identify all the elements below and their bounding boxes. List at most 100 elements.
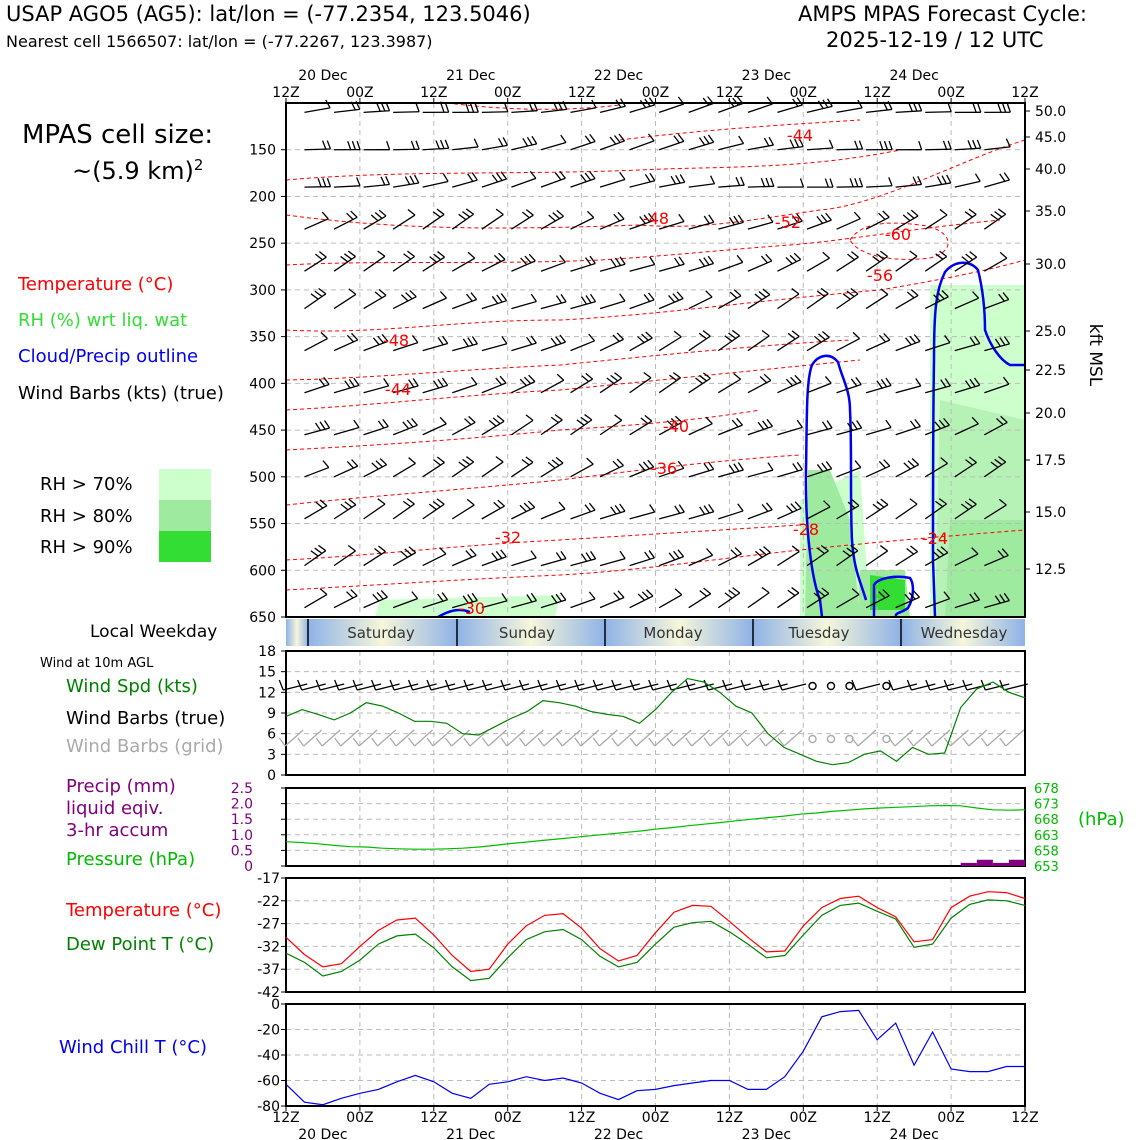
wind-barb [954,547,979,567]
barb-flag [458,461,467,468]
wind10m-grid-barb [377,729,397,747]
barb-shaft [363,294,387,310]
barb-flag [321,211,329,220]
bottom-date-label-1: 21 Dec [446,1127,495,1140]
wind10m-ytick-label-2: 6 [267,727,276,743]
barb-shaft [511,600,537,609]
barb-flag [315,253,323,261]
barb-flag [445,103,450,113]
barb-shaft [570,509,596,520]
barb-flag [965,253,974,261]
barb-flag [730,549,738,557]
barb-flag [319,499,328,507]
wind10m-title: Wind at 10m AGL [40,656,154,671]
barb-flag [439,291,447,299]
weekday-label: Local Weekday [90,622,218,642]
wind-barb [452,292,478,310]
kft-tick-label-4: 30.0 [1035,257,1066,273]
barb-flag [317,178,322,188]
wind10m-grid-barb [691,729,711,747]
wind-barb [954,139,982,151]
wind-barb [570,551,597,567]
pressure-tick-label-6: 450 [249,423,276,439]
barb-flag [695,377,704,385]
barb-flag [645,331,653,339]
wind-barb [363,176,391,188]
barb-shaft [984,257,1008,272]
barb-flag [560,134,567,143]
barb-shaft [658,377,681,394]
wind-barb [363,289,387,310]
wind-barb [924,417,950,436]
barb-flag [612,334,620,342]
barb-flag [436,456,445,464]
barb-flag [551,459,560,467]
barb-flag [853,211,861,220]
wind-barb [629,459,655,478]
barb-flag [408,457,416,464]
wind-barb [333,589,358,609]
barb-flag [918,140,923,150]
wind10m-true-flag [463,679,469,691]
barb-shaft [540,261,566,272]
pressure-ytick-label-2: 663 [1034,829,1059,844]
wind-barb [895,378,922,394]
wind-barb [984,138,1011,151]
wind-barb [747,502,773,520]
temperature-label-10: -52 [775,213,801,232]
barb-shaft [422,147,449,151]
barb-shaft [777,381,802,394]
barb-shaft [451,421,476,436]
barb-flag [649,504,656,513]
barb-flag [854,460,862,468]
barb-flag [467,337,474,346]
barb-flag [439,416,447,425]
barb-flag [436,498,445,505]
wind-barb [452,548,477,567]
wind-barb [688,134,715,151]
temperature-contour-6 [285,454,801,506]
wind-barb [629,212,655,230]
wind-barb [511,170,537,188]
wind-barb [984,498,1007,520]
wind-barb [392,208,416,230]
wind10m-true-flag [648,679,654,691]
wind10m-grid-flag [888,737,896,747]
barb-flag [619,256,626,265]
wind10m-grid-barb [617,729,637,747]
wind-barb [363,250,386,272]
wind-barb [570,414,593,436]
barb-flag [969,337,976,346]
barb-flag [851,499,860,507]
wind-barb [777,178,805,188]
barb-shaft [659,511,685,520]
barb-shaft [747,379,772,394]
barb-shaft [363,385,389,394]
barb-shaft [392,296,417,310]
wind-barb [747,136,775,151]
barb-flag [816,464,824,473]
wind-barb [806,375,832,394]
barb-flag [821,421,829,430]
barb-flag [906,212,915,219]
wind-barb [304,140,332,151]
barb-shaft [895,385,921,394]
wind10m-true-barb [523,683,548,691]
barb-flag [403,253,412,260]
barb-flag [559,334,567,343]
barb-shaft [629,219,655,230]
barb-flag [415,140,420,150]
barb-flag [969,593,976,602]
wind10m-true-barb [430,683,456,691]
barb-shaft [895,255,918,272]
barb-shaft [777,335,800,352]
barb-flag [467,173,474,182]
barb-flag [496,294,503,303]
barb-flag [315,501,324,509]
wind-barb [747,288,771,310]
barb-flag [498,252,506,260]
barb-flag [847,253,855,261]
barb-flag [854,178,859,187]
barb-flag [939,208,948,216]
barb-flag [968,456,977,464]
